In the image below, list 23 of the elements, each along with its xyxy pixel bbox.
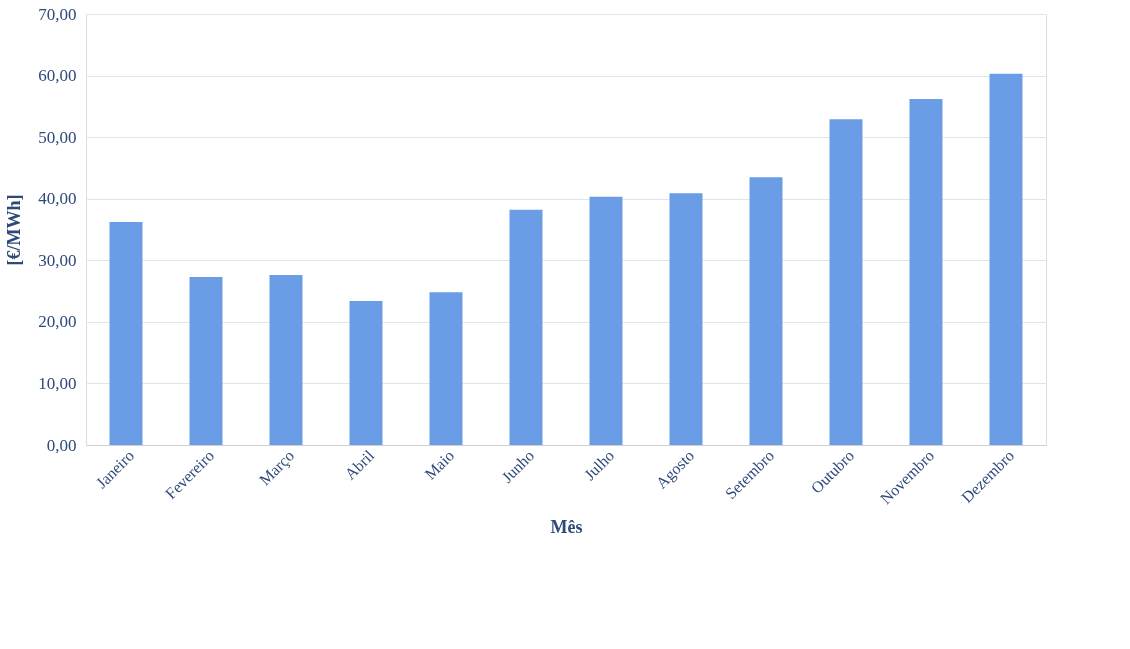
bar [669,193,703,445]
bar [829,119,863,445]
bar [909,98,943,445]
y-tick-label: 50,00 [38,127,77,147]
y-tick-label: 40,00 [38,189,77,209]
y-tick-label: 10,00 [38,373,77,393]
bar [429,292,463,445]
y-tick-label: 30,00 [38,250,77,270]
y-axis-title: [€/MWh] [4,194,25,266]
y-tick-label: 20,00 [38,312,77,332]
x-axis-title: Mês [550,517,583,538]
bar [749,177,783,445]
bar [269,275,303,445]
bar [989,73,1023,445]
y-tick-label: 60,00 [38,66,77,86]
y-tick-label: 0,00 [46,435,77,455]
y-tick-label: 70,00 [38,4,77,24]
bar [109,222,143,445]
x-tick-label: Maio [421,446,458,483]
bar [589,196,623,445]
bar [349,300,383,445]
bar [189,276,223,445]
bar [509,209,543,445]
